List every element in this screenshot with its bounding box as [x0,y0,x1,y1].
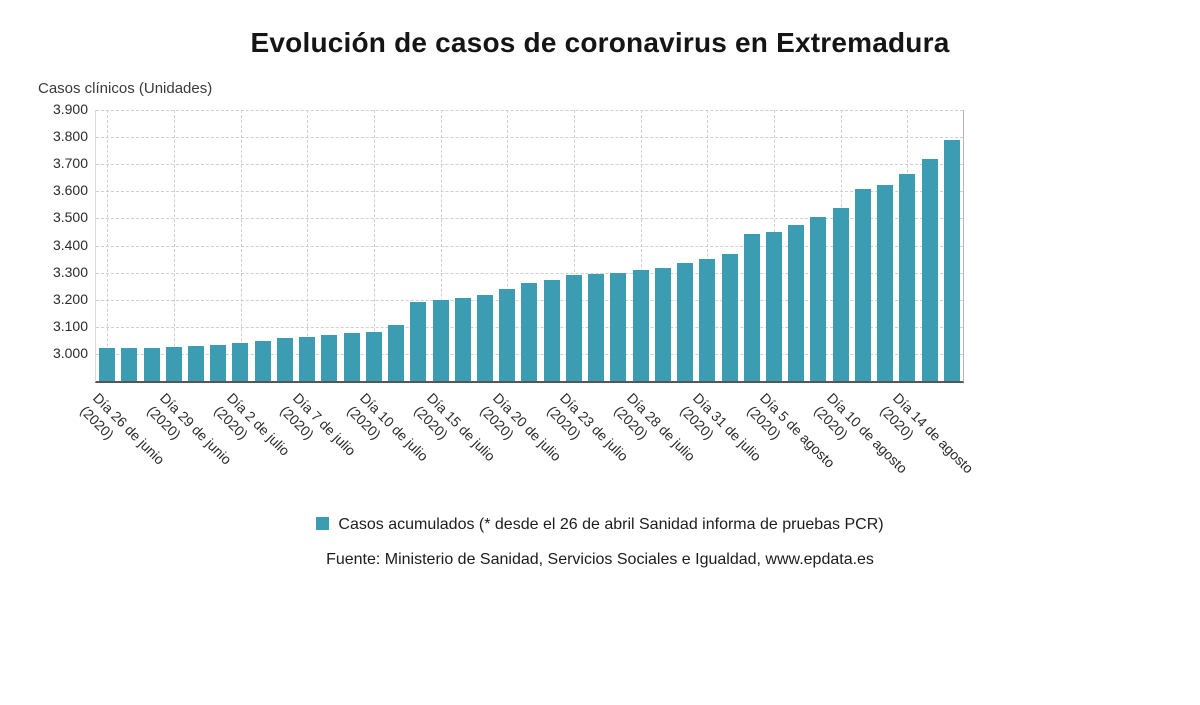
y-tick-label: 3.200 [52,290,88,307]
x-tick-label: Día 28 de julio (2020) [610,389,699,478]
bar [899,174,916,381]
bar [477,295,494,381]
x-tick-label: Día 31 de julio (2020) [677,389,766,478]
gridline [640,110,642,381]
gridline [173,110,175,381]
gridline [96,245,963,247]
bar [877,185,894,381]
gridline [96,191,963,193]
bar [254,341,271,381]
plot-clip: 3.900 3.800 3.700 3.600 3.500 3.400 3.300 3.200… [53,101,977,476]
y-axis-title: Casos clínicos (Unidades) [38,80,213,97]
y-tick-label: 3.800 [52,128,88,145]
x-tick-label: Día 23 de julio (2020) [543,389,632,478]
bar [121,347,138,381]
bar [654,267,671,381]
gridline [240,110,242,381]
bar [365,331,382,381]
bar [321,335,338,381]
bar [188,346,205,381]
x-tick-label: Día 15 de julio (2020) [410,389,499,478]
bar [565,275,582,381]
gridline [96,110,963,111]
y-tick-label: 3.900 [52,101,88,117]
legend-label: Casos acumulados (* desde el 26 de abril… [338,516,884,533]
bar [232,343,249,381]
source-text: Fuente: Ministerio de Sanidad, Servicios… [326,551,874,568]
bar [588,274,605,381]
bar [343,332,360,381]
x-tick-label: Día 20 de julio (2020) [477,389,566,478]
bar [210,344,227,381]
y-tick-label: 3.400 [52,236,88,253]
bar [99,347,116,381]
bar [699,259,716,381]
gridline [307,110,309,381]
gridline [440,110,442,381]
bar [165,346,182,381]
bar [743,233,760,381]
plot-area: 3.900 3.800 3.700 3.600 3.500 3.400 3.300 3.200… [53,101,977,476]
bar [143,347,160,381]
bar [766,231,783,381]
x-tick-label: Día 7 de julio (2020) [276,389,360,473]
bar [854,188,871,381]
bar [832,208,849,381]
bar [521,282,538,381]
bar [788,225,805,381]
bar [810,217,827,381]
gridline [373,110,375,381]
y-tick-label: 3.100 [52,317,88,334]
y-tick-label: 3.600 [52,182,88,199]
legend-swatch-icon [316,517,330,530]
x-tick-label: Día 10 de julio (2020) [343,389,432,478]
gridline [107,110,109,381]
gridline [96,137,963,139]
gridline [96,218,963,220]
gridline [96,164,963,166]
bar [543,279,560,381]
bar [943,139,960,381]
bar [721,253,738,381]
y-tick-label: 3.300 [52,263,88,280]
bar [432,300,449,381]
y-tick-label: 3.700 [52,155,88,172]
bar [677,262,694,381]
gridline [507,110,509,381]
bar [388,325,405,381]
gridline [707,110,709,381]
bar [921,158,938,381]
legend: Casos acumulados (* desde el 26 de abril… [0,516,1200,534]
bar [276,337,293,381]
bar [499,288,516,381]
bar [610,273,627,381]
y-tick-label: 3.500 [52,209,88,226]
chart-title: Evolución de casos de coronavirus en Ext… [250,27,950,58]
gridline [96,272,963,274]
bar [454,297,471,381]
y-tick-label: 3.000 [52,344,88,361]
gridline [573,110,575,381]
bar [299,336,316,381]
bar [632,269,649,381]
bar [410,302,427,381]
